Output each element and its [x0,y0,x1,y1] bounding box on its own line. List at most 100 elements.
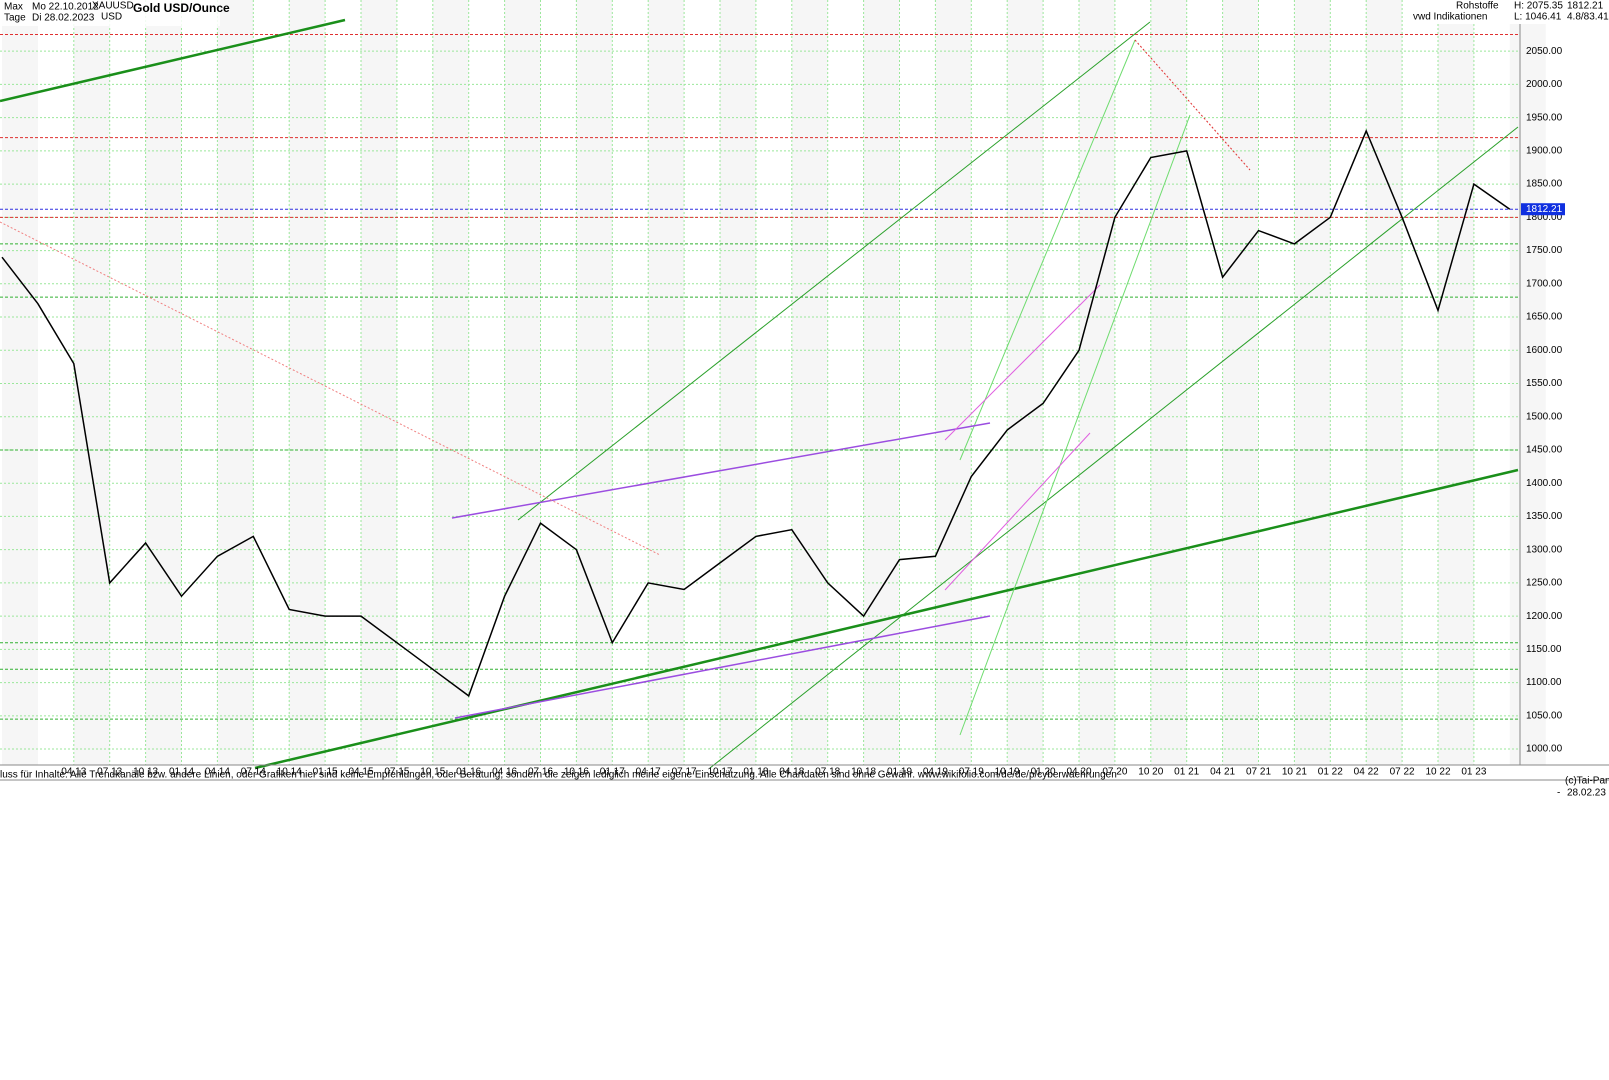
levels [0,34,1520,720]
y-tick-label: 1700.00 [1526,278,1563,289]
shade [1079,0,1115,765]
x-tick-label: 10 18 [851,767,876,778]
y-tick-label: 1150.00 [1526,644,1562,655]
symbol: XAUUSD [92,1,134,12]
x-tick-label: 10 17 [707,767,732,778]
y-tick-label: 2000.00 [1526,79,1563,90]
shade [361,0,397,765]
x-tick-label: 01 18 [743,767,768,778]
trendline [517,21,1151,521]
x-tick-label: 04 17 [636,767,661,778]
x-tick-label: 01 16 [456,767,481,778]
y-tick-label: 1550.00 [1526,378,1563,389]
trendline [0,221,661,556]
shade [217,0,254,765]
x-tick-label: 10 13 [133,767,158,778]
shade [576,0,613,765]
y-tick-label: 1900.00 [1526,146,1563,157]
trendline [959,114,1191,736]
y-tick-label: 1050.00 [1526,710,1563,721]
y-tick-label: 1200.00 [1526,611,1563,622]
trendline [944,432,1091,591]
x-tick-label: 01 22 [1318,767,1343,778]
range: Max [4,2,23,13]
y-tick-label: 1600.00 [1526,345,1563,356]
x-tick-label: 07 18 [815,767,840,778]
x-tick-label: 01 21 [1174,767,1199,778]
x-tick-label: 07 14 [241,767,266,778]
shade [73,0,110,765]
shade [1366,0,1403,765]
trendline [959,39,1136,461]
x-tick-label: 10 19 [995,767,1020,778]
x-tick-label: 07 17 [672,767,697,778]
background [2,0,1546,765]
y-tick-label: 1800.00 [1526,212,1563,223]
low: L: 1046.41 [1514,12,1562,23]
trendline [254,468,1519,770]
shade [1509,0,1546,765]
shade [145,0,182,765]
x-tick-label: 04 15 [348,767,373,778]
y-tick-label: 2050.00 [1526,46,1563,57]
shade [1438,0,1474,765]
trendline [709,126,1519,769]
x-tick-label: 07 16 [528,767,553,778]
y-tick-label: 1850.00 [1526,179,1563,190]
x-tick-label: 10 14 [277,767,302,778]
date: 28.02.23 [1567,788,1606,799]
x-tick-label: 10 22 [1425,767,1450,778]
price-tag [1521,203,1565,216]
y-tick-label: 1000.00 [1526,744,1563,755]
note: luss für Inhalte: Alle Trendkanäle bzw. … [0,770,1117,781]
shade [720,0,756,765]
chart-title: Gold USD/Ounce [133,1,230,15]
x-tick-label: 04 18 [779,767,804,778]
shade [289,0,326,765]
x-tick-label: 07 22 [1390,767,1415,778]
price-tag-label: 1812.21 [1526,204,1563,215]
last-price: 1812.21 [1567,1,1604,12]
x-tick-label: 07 21 [1246,767,1271,778]
x-tick-label: 01 23 [1461,767,1486,778]
x-tick-label: 04 16 [492,767,517,778]
y-tick-label: 1500.00 [1526,411,1563,422]
group: Rohstoffe [1456,1,1499,12]
trendline [944,284,1101,441]
x-tick-label: 07 15 [384,767,409,778]
y-tick-label: 1950.00 [1526,112,1563,123]
x-tick-label: 04 13 [61,767,86,778]
x-tick-label: 04 14 [205,767,230,778]
ratio: 4.8/83.41 [1567,12,1609,23]
y-tick-label: 1250.00 [1526,578,1563,589]
x-tick-label: 01 19 [887,767,912,778]
x-tick-label: 10 16 [564,767,589,778]
shade [863,0,900,765]
shade [504,0,541,765]
x-tick-label: 01 14 [169,767,194,778]
x-tick-label: 10 20 [1138,767,1163,778]
x-tick-label: 04 22 [1354,767,1379,778]
x-tick-label: 01 15 [313,767,338,778]
x-tick-label: 04 19 [923,767,948,778]
x-tick-label: 10 15 [420,767,445,778]
x-tick-label: 07 13 [97,767,122,778]
trendline [0,18,346,103]
header-bg [0,0,220,26]
y-tick-label: 1300.00 [1526,544,1563,555]
x-tick-label: 01 20 [1031,767,1056,778]
copyright: (c)Tai-Pan [1565,776,1609,787]
y-tick-label: 1350.00 [1526,511,1563,522]
x-tick-label: 07 20 [1102,767,1127,778]
trendlines [0,18,1519,770]
shade [1222,0,1259,765]
y-tick-label: 1450.00 [1526,445,1563,456]
shade [935,0,972,765]
y-tick-label: 1400.00 [1526,478,1563,489]
header-bg [1405,0,1609,24]
shade [1294,0,1331,765]
x-tick-label: 01 17 [600,767,625,778]
shade [1150,0,1187,765]
